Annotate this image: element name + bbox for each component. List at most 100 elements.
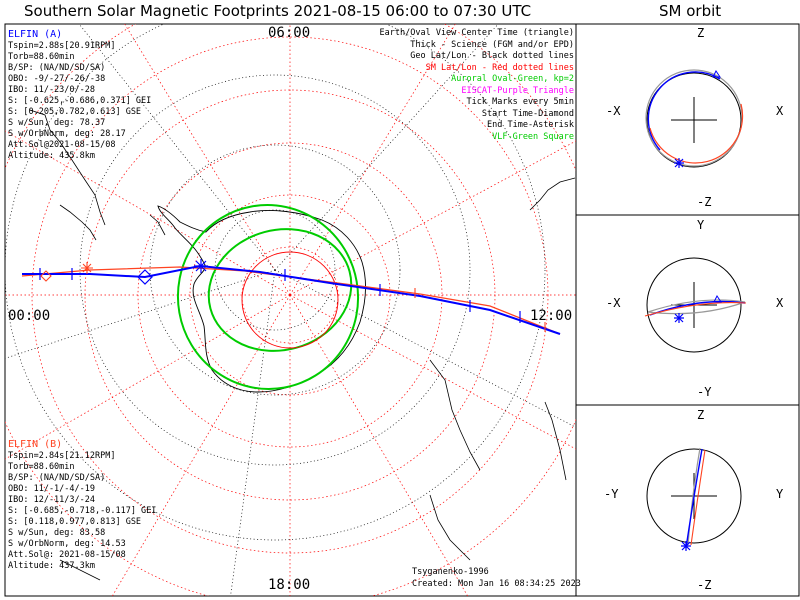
geo-meridian xyxy=(230,269,276,596)
orbit-2-left: -X xyxy=(606,296,621,310)
info-line: S w/OrbNorm, deg: 14.53 xyxy=(8,539,126,549)
orbit-panel-xz xyxy=(645,69,744,168)
orbit-gray xyxy=(645,69,743,167)
orbit-elfin-a xyxy=(685,448,703,549)
orbit-end-asterisk xyxy=(674,313,684,323)
elfin-a-markers xyxy=(39,259,521,323)
coastline xyxy=(59,204,567,581)
south-america-outline xyxy=(29,109,106,226)
sm-meridian xyxy=(289,294,469,596)
orbit-3-right: Y xyxy=(776,487,784,501)
elfin-b-info: ELFIN (B) Tspin=2.84s[21.12RPM] Torb=88.… xyxy=(8,438,156,572)
sm-meridian xyxy=(289,294,576,450)
elfin-b-name: ELFIN (B) xyxy=(8,439,63,450)
orbit-1-left: -X xyxy=(606,104,621,118)
orbit-1-top: Z xyxy=(697,26,705,40)
orbit-panel-xy xyxy=(644,257,747,353)
orbit-end-asterisk xyxy=(674,158,684,168)
legend-item: Thick - Science (FGM and/or EPD) xyxy=(410,39,574,50)
orbit-elfin-b xyxy=(649,103,744,164)
info-line: OBO: -9/-27/-26/-38 xyxy=(8,74,106,84)
info-line: S: [0.205,0.782,0.613] GSE xyxy=(8,107,142,117)
orbit-1-right: X xyxy=(776,104,784,118)
info-line: B/SP: (NA/ND/SD/SA) xyxy=(8,473,106,483)
geo-grid xyxy=(5,24,576,596)
orbit-start-triangle xyxy=(713,295,722,303)
earth-circle xyxy=(646,257,742,353)
info-line: Altitude: 435.8km xyxy=(8,151,95,161)
auroral-oval-inner xyxy=(207,228,353,352)
map-label-right: 12:00 xyxy=(530,308,573,324)
info-line: S w/OrbNorm, deg: 28.17 xyxy=(8,129,126,139)
geo-meridian xyxy=(274,24,499,271)
orbit-panel-title: SM orbit xyxy=(659,2,722,20)
orbit-3-bottom: -Z xyxy=(697,578,712,592)
credit-author: Tsyganenko-1996 xyxy=(412,567,489,577)
elfin-a-start-diamond xyxy=(137,269,153,285)
legend-item: Geo Lat/Lon - Black dotted lines xyxy=(410,51,574,61)
orbit-3-top: Z xyxy=(697,408,705,422)
info-line: Altitude: 437.3km xyxy=(8,561,95,571)
legend-item: EISCAT-Purple Triangle xyxy=(461,85,574,96)
sm-meridian xyxy=(111,294,291,596)
earth-circle xyxy=(646,448,742,544)
africa-outline xyxy=(529,177,576,211)
orbit-2-right: X xyxy=(776,296,784,310)
orbit-start-triangle xyxy=(712,70,721,78)
orbit-elfin-b xyxy=(690,449,706,546)
orbit-end-asterisk xyxy=(681,541,691,551)
legend-item: SM Lat/Lon - Red dotted lines xyxy=(425,62,574,73)
geo-lat-circle xyxy=(149,144,401,396)
info-line: S: [-0.685,-0.718,-0.117] GEI xyxy=(8,506,157,516)
geo-lat-circle xyxy=(214,209,336,331)
info-line: S: [0.118,0.977,0.813] GSE xyxy=(8,517,142,527)
credit-created: Created: Mon Jan 16 08:34:25 2023 xyxy=(412,579,581,589)
elfin-b-end-asterisk xyxy=(81,262,93,274)
info-line: B/SP: (NA/ND/SD/SA) xyxy=(8,63,106,73)
map-label-top: 06:00 xyxy=(268,25,311,41)
orbit-gray xyxy=(687,447,701,546)
page-title: Southern Solar Magnetic Footprints 2021-… xyxy=(24,2,532,20)
orbit-1-bottom: -Z xyxy=(697,195,712,209)
geo-meridian xyxy=(78,24,276,271)
info-line: Tspin=2.84s[21.12RPM] xyxy=(8,451,116,461)
info-line: Tspin=2.88s[20.91RPM] xyxy=(8,41,116,51)
sm-meridian xyxy=(289,140,576,296)
geo-lat-circle xyxy=(79,74,471,466)
legend-item: VLF-Green Square xyxy=(492,131,574,142)
orbit-2-top: Y xyxy=(697,218,705,232)
legend-item: End Time-Asterisk xyxy=(487,120,574,130)
info-line: OBO: 11/-1/-4/-19 xyxy=(8,484,95,494)
sm-lat-circle xyxy=(31,36,549,554)
sm-meridian xyxy=(289,24,456,296)
orbit-3-left: -Y xyxy=(604,487,619,501)
map-label-left: 00:00 xyxy=(8,308,51,324)
orbit-panel-yz xyxy=(646,447,742,551)
elfin-a-info: ELFIN (A) Tspin=2.88s[20.91RPM] Torb=88.… xyxy=(8,28,151,162)
sm-pole-circle xyxy=(241,251,339,349)
info-line: Att.Sol@: 2021-08-15/08 xyxy=(8,550,126,560)
earth-circle xyxy=(646,72,742,168)
elfin-a-name: ELFIN (A) xyxy=(8,29,63,40)
elfin-a-end-asterisk xyxy=(194,259,208,273)
info-line: Att.Sol@2021-08-15/08 xyxy=(8,140,116,150)
map-label-bottom: 18:00 xyxy=(268,577,311,593)
legend: Earth/Oval View Center Time (triangle) T… xyxy=(380,28,574,143)
geo-lat-circle xyxy=(5,24,546,541)
info-line: S: [-0.625,-0.686,0.371] GEI xyxy=(8,96,152,106)
info-line: Torb=88.60min xyxy=(8,52,75,62)
info-line: Torb=88.60min xyxy=(8,462,75,472)
auroral-oval-outer xyxy=(176,204,360,390)
info-line: IBO: 12/-11/3/-24 xyxy=(8,495,95,505)
orbit-2-bottom: -Y xyxy=(697,385,712,399)
info-line: IBO: 11/-23/0/-28 xyxy=(8,85,95,95)
orbit-elfin-b xyxy=(644,301,747,317)
legend-item: Auroral Oval-Green, kp=2 xyxy=(451,74,574,84)
antarctica-outline xyxy=(157,205,367,393)
info-line: S w/Sun, deg: 83.58 xyxy=(8,528,106,538)
elfin-b-markers xyxy=(40,262,546,332)
geo-meridian xyxy=(274,269,576,428)
legend-item: Earth/Oval View Center Time (triangle) xyxy=(379,28,574,38)
elfin-b-start-diamond xyxy=(40,270,52,282)
